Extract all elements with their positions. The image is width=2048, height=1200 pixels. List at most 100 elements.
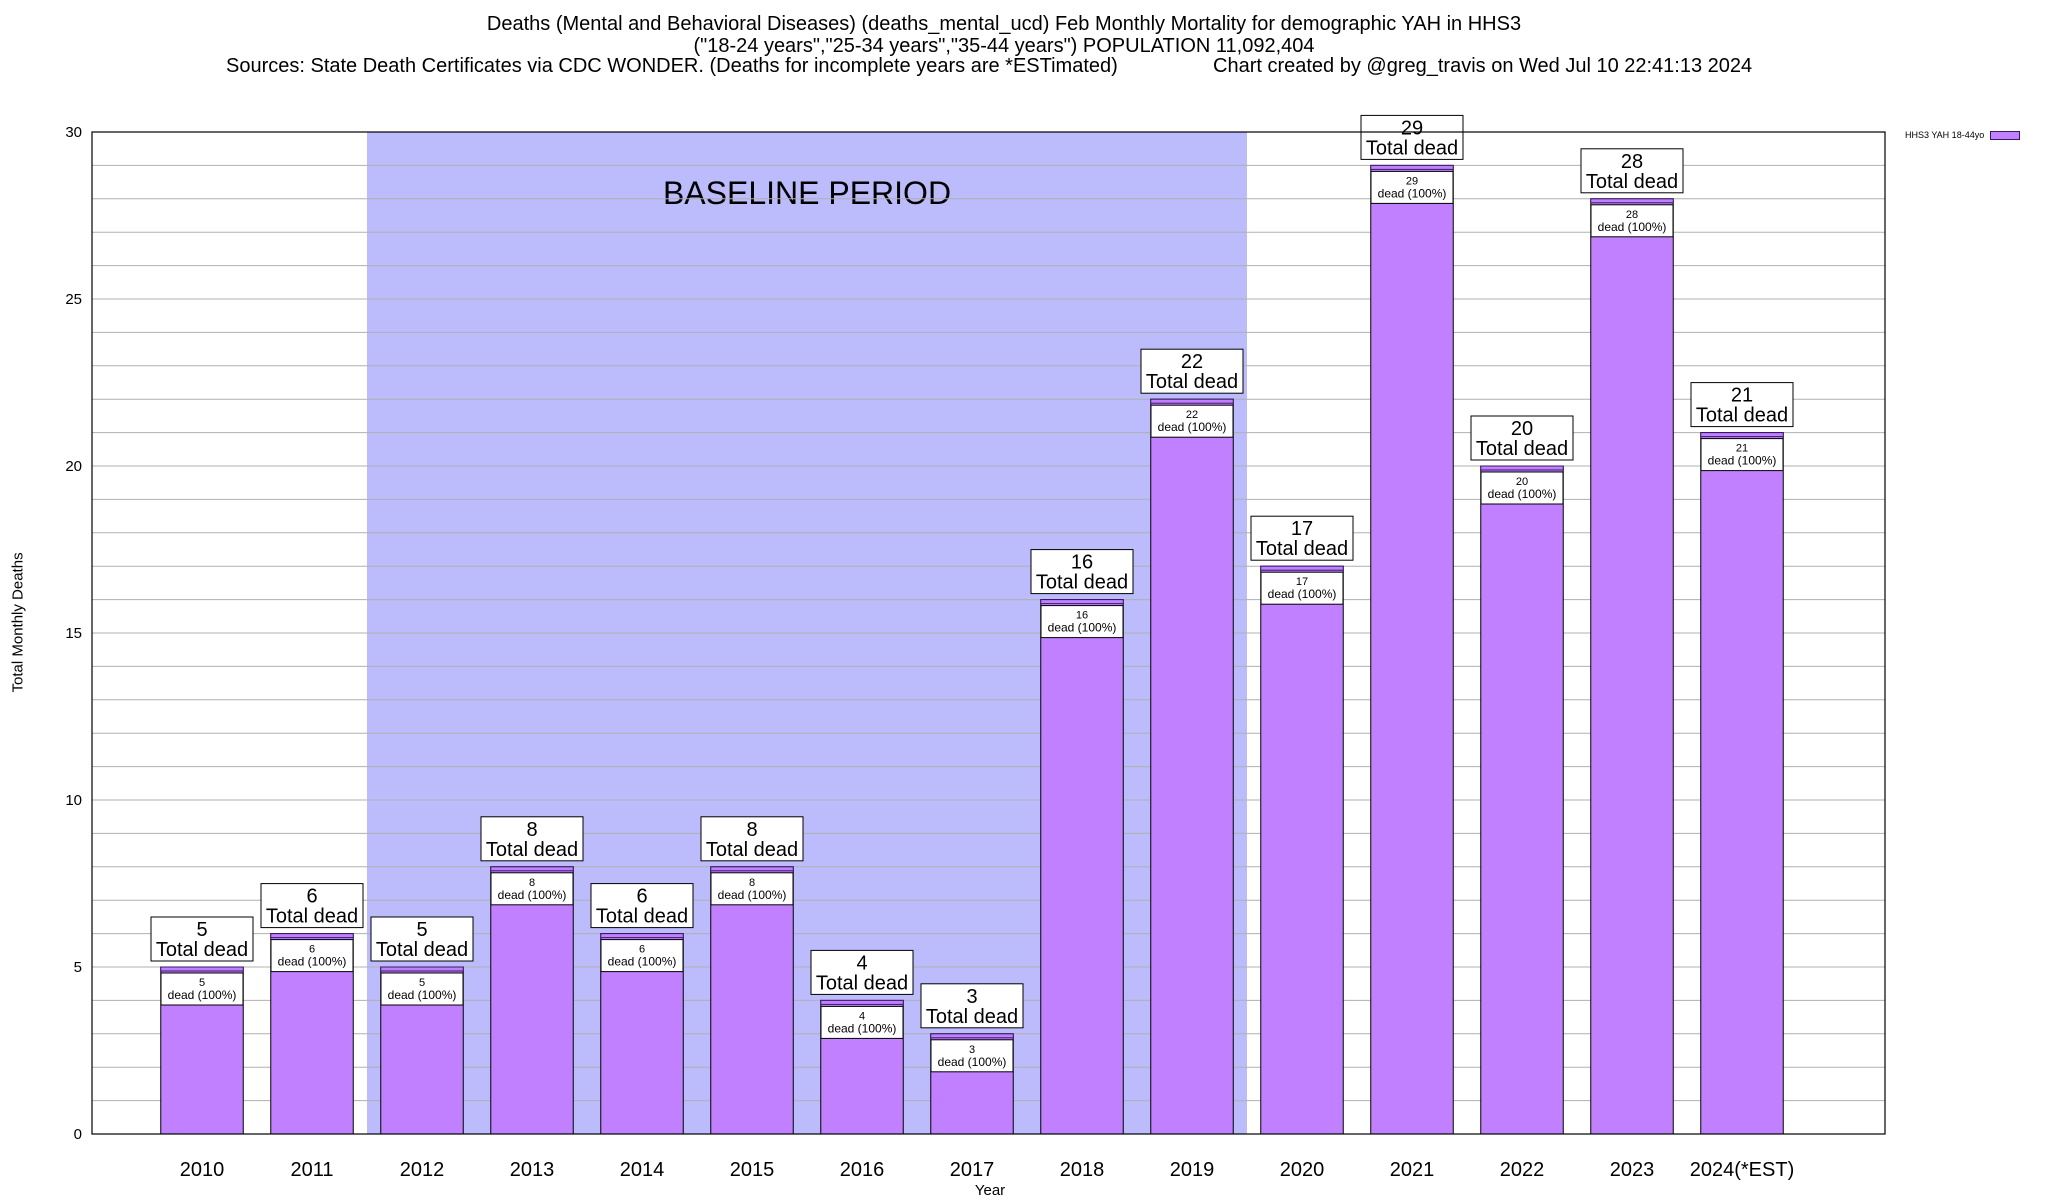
total-label-text: Total dead [266, 906, 358, 928]
total-label-value: 8 [746, 819, 757, 841]
total-label-box [1250, 515, 1354, 561]
total-label-box [150, 916, 254, 962]
total-label-box [1470, 415, 1574, 461]
total-label-text: Total dead [706, 839, 798, 861]
inner-label-text: dead (100%) [498, 888, 567, 902]
inner-label-value: 8 [749, 877, 755, 889]
inner-label-text: dead (100%) [608, 955, 677, 969]
inner-label-value: 6 [639, 944, 645, 956]
total-label-value: 6 [636, 886, 647, 908]
x-tick-label: 2023 [1610, 1159, 1655, 1181]
total-label-text: Total dead [816, 972, 908, 994]
total-label-box [700, 816, 804, 862]
total-label-value: 4 [856, 952, 867, 974]
total-label-text: Total dead [926, 1006, 1018, 1028]
total-label-box [480, 816, 584, 862]
x-tick-label: 2019 [1170, 1159, 1215, 1181]
total-label-text: Total dead [376, 939, 468, 961]
inner-label-box [710, 872, 794, 906]
inner-label-value: 16 [1076, 610, 1088, 622]
inner-label-box [1150, 404, 1234, 438]
total-label-text: Total dead [1366, 137, 1458, 159]
inner-label-box [1260, 571, 1344, 605]
bar-cap [160, 966, 244, 972]
total-label-text: Total dead [1586, 171, 1678, 193]
inner-label-text: dead (100%) [1158, 420, 1227, 434]
bar-cap [820, 999, 904, 1005]
total-label-box [590, 883, 694, 929]
inner-label-value: 28 [1626, 209, 1638, 221]
total-label-text: Total dead [156, 939, 248, 961]
total-label-box [1140, 348, 1244, 394]
inner-label-value: 4 [859, 1010, 865, 1022]
inner-label-text: dead (100%) [1488, 487, 1557, 501]
total-label-value: 16 [1071, 552, 1093, 574]
total-label-value: 6 [306, 886, 317, 908]
total-label-value: 28 [1621, 151, 1643, 173]
total-label-value: 5 [196, 919, 207, 941]
total-label-box [810, 949, 914, 995]
bar [1590, 198, 1674, 1135]
x-tick-label: 2011 [290, 1159, 333, 1181]
y-tick-label: 15 [65, 625, 82, 642]
bar [1480, 465, 1564, 1135]
inner-label-value: 3 [969, 1044, 975, 1056]
chart-sources-line: Sources: State Death Certificates via CD… [0, 54, 2048, 126]
inner-label-value: 20 [1516, 476, 1528, 488]
total-label-value: 8 [526, 819, 537, 841]
bar-cap [600, 933, 684, 939]
total-label-text: Total dead [1146, 371, 1238, 393]
bar [1260, 565, 1344, 1135]
inner-label-box [1370, 170, 1454, 204]
x-tick-label: 2021 [1390, 1159, 1435, 1181]
bar-cap [1480, 465, 1564, 471]
inner-label-value: 21 [1736, 443, 1748, 455]
baseline-period-label: BASELINE PERIOD [663, 175, 951, 211]
bar-cap [930, 1033, 1014, 1039]
total-label-value: 21 [1731, 385, 1753, 407]
inner-label-box [600, 939, 684, 973]
total-label-text: Total dead [1256, 538, 1348, 560]
inner-label-box [1040, 605, 1124, 639]
total-label-text: Total dead [596, 906, 688, 928]
bar-cap [270, 933, 354, 939]
inner-label-text: dead (100%) [388, 988, 457, 1002]
inner-label-value: 17 [1296, 576, 1308, 588]
bar-cap [1370, 164, 1454, 170]
sources-text: Sources: State Death Certificates via CD… [226, 55, 1118, 77]
chart-title: Deaths (Mental and Behavioral Diseases) … [486, 13, 1522, 35]
total-label-box [260, 883, 364, 929]
inner-label-value: 22 [1186, 409, 1198, 421]
total-label-box [1690, 382, 1794, 428]
inner-label-text: dead (100%) [1268, 587, 1337, 601]
y-tick-label: 20 [65, 458, 82, 475]
total-label-box [1030, 549, 1134, 595]
x-tick-label: 2018 [1060, 1159, 1105, 1181]
total-label-text: Total dead [486, 839, 578, 861]
y-tick-label: 30 [65, 124, 82, 141]
inner-label-box [1480, 471, 1564, 505]
bar [1700, 432, 1784, 1135]
bar [490, 866, 574, 1135]
x-tick-label: 2022 [1500, 1159, 1545, 1181]
total-label-text: Total dead [1476, 438, 1568, 460]
total-label-value: 17 [1291, 518, 1313, 540]
x-tick-label: 2016 [840, 1159, 885, 1181]
x-tick-label: 2015 [730, 1159, 775, 1181]
bar-cap [710, 866, 794, 872]
inner-label-box [820, 1005, 904, 1039]
x-tick-label: 2010 [180, 1159, 225, 1181]
x-tick-label: 2012 [400, 1159, 445, 1181]
inner-label-box [270, 939, 354, 973]
total-label-value: 29 [1401, 117, 1423, 139]
inner-label-value: 5 [199, 977, 205, 989]
total-label-text: Total dead [1036, 572, 1128, 594]
x-tick-label: 2020 [1280, 1159, 1325, 1181]
x-tick-label: 2014 [620, 1159, 665, 1181]
total-label-box [370, 916, 474, 962]
x-tick-label: 2017 [950, 1159, 995, 1181]
total-label-value: 20 [1511, 418, 1533, 440]
inner-label-value: 6 [309, 944, 315, 956]
legend: HHS3 YAH 18-44yo [1905, 130, 2021, 140]
bar [1150, 398, 1234, 1135]
